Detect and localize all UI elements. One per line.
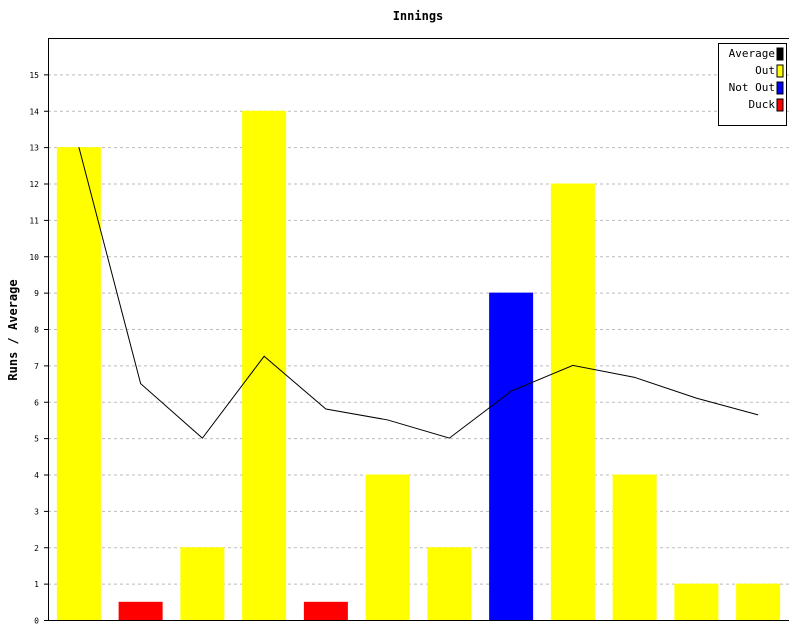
bar	[736, 583, 781, 620]
bar	[303, 601, 348, 620]
y-tick-label: 9	[34, 289, 39, 298]
bar	[242, 110, 287, 620]
legend-box	[718, 43, 787, 126]
legend-label: Not Out	[729, 81, 775, 94]
bar	[365, 474, 410, 620]
legend-label: Duck	[749, 98, 776, 111]
legend-swatch	[776, 64, 784, 78]
y-tick-label: 6	[34, 398, 39, 407]
y-tick-label: 1	[34, 580, 39, 589]
y-tick-label: 3	[34, 507, 39, 516]
y-tick-label: 4	[34, 471, 39, 480]
y-tick-label: 5	[34, 435, 39, 444]
legend-label: Out	[755, 64, 775, 77]
bar	[118, 601, 163, 620]
y-tick-label: 2	[34, 544, 39, 553]
bar	[427, 547, 472, 620]
legend-swatch	[776, 98, 784, 112]
legend-label: Average	[729, 47, 775, 60]
bar	[489, 292, 534, 620]
average-line	[78, 146, 759, 439]
y-tick-label: 15	[29, 71, 39, 80]
y-tick-label: 12	[29, 180, 39, 189]
y-tick-label: 8	[34, 326, 39, 335]
y-tick-label: 10	[29, 253, 39, 262]
bar	[56, 147, 101, 620]
chart-title: Innings	[392, 9, 444, 23]
bar	[550, 183, 595, 620]
y-tick-label: 0	[34, 617, 39, 626]
y-tick-label: 11	[29, 216, 39, 225]
legend-swatch	[776, 81, 784, 95]
y-tick-label: 13	[29, 144, 39, 153]
bar	[180, 547, 225, 620]
bar	[674, 583, 719, 620]
bar	[612, 474, 657, 620]
y-tick-label: 14	[29, 107, 39, 116]
y-tick-label: 7	[34, 362, 39, 371]
legend-swatch	[776, 47, 784, 61]
